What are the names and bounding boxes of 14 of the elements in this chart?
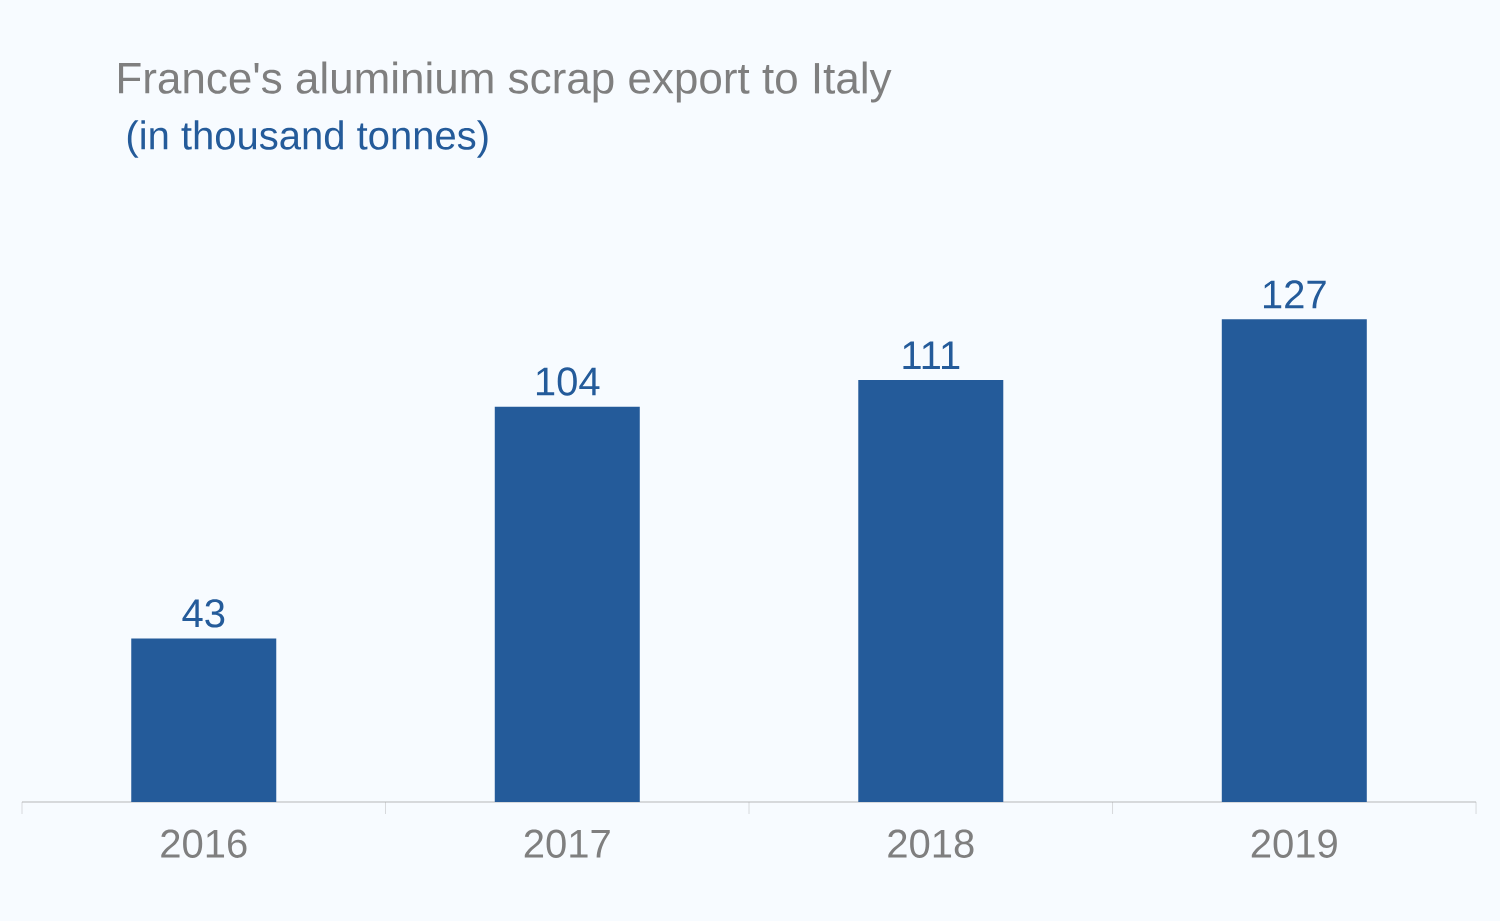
bar (1221, 319, 1367, 802)
chart-subtitle: (in thousand tonnes) (127, 120, 488, 158)
bar (494, 406, 640, 802)
x-tick-label: 2016 (161, 829, 247, 858)
data-label: 111 (903, 341, 960, 370)
bar (858, 380, 1004, 802)
x-tick-label: 2019 (1251, 829, 1337, 858)
chart-title: France's aluminium scrap export to Italy (119, 61, 892, 103)
bar (131, 638, 277, 802)
x-tick-label: 2017 (524, 829, 610, 858)
data-label: 104 (536, 367, 600, 396)
data-label: 127 (1263, 280, 1326, 309)
data-label: 43 (182, 599, 225, 628)
x-tick-label: 2018 (888, 829, 974, 858)
